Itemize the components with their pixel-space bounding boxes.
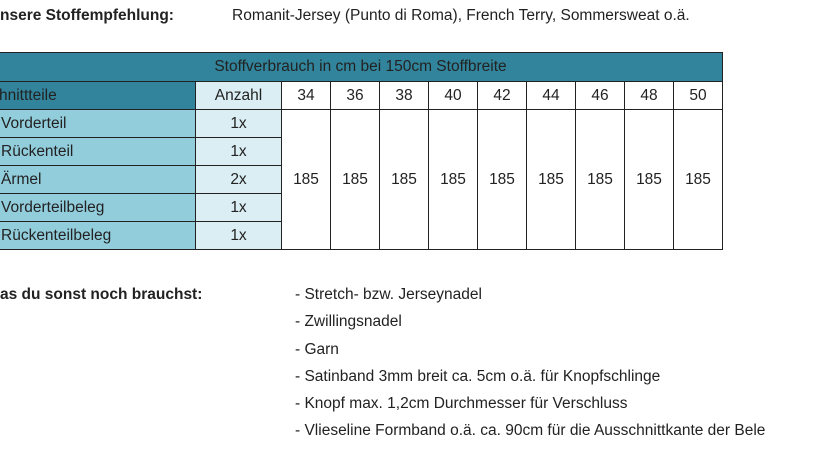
consumption-value: 185 — [428, 109, 478, 250]
table-row: Vorderteilbeleg 1x — [0, 193, 723, 222]
list-item: - Knopf max. 1,2cm Durchmesser für Versc… — [295, 395, 628, 413]
table-row: Ärmel 2x — [0, 165, 723, 194]
supplies-label: as du sonst noch brauchst: — [0, 286, 203, 303]
consumption-value: 185 — [526, 109, 576, 250]
list-item: - Stretch- bzw. Jerseynadel — [295, 286, 482, 303]
table-title: Stoffverbrauch in cm bei 150cm Stoffbrei… — [0, 52, 723, 82]
header-size: 46 — [575, 81, 625, 110]
part-name: Rückenteil — [0, 137, 196, 166]
table-row: Rückenteilbeleg 1x — [0, 221, 723, 250]
part-name: Vorderteilbeleg — [0, 193, 196, 222]
header-size: 44 — [526, 81, 576, 110]
consumption-value: 185 — [477, 109, 527, 250]
part-count: 1x — [195, 109, 282, 138]
header-count: Anzahl — [195, 81, 282, 110]
consumption-value: 185 — [330, 109, 380, 250]
part-name: Ärmel — [0, 165, 196, 194]
part-count: 2x — [195, 165, 282, 194]
list-item: - Garn — [295, 340, 339, 358]
part-count: 1x — [195, 221, 282, 250]
table-row: Vorderteil 1x 185 185 185 185 185 185 18… — [0, 109, 723, 250]
table-title-row: Stoffverbrauch in cm bei 150cm Stoffbrei… — [0, 52, 723, 82]
header-size: 34 — [281, 81, 331, 110]
header-size: 50 — [673, 81, 723, 110]
header-size: 38 — [379, 81, 429, 110]
list-item: - Satinband 3mm breit ca. 5cm o.ä. für K… — [295, 367, 661, 385]
consumption-value: 185 — [281, 109, 331, 250]
header-size: 42 — [477, 81, 527, 110]
list-item: - Vlieseline Formband o.ä. ca. 90cm für … — [295, 422, 766, 440]
part-count: 1x — [195, 193, 282, 222]
part-count: 1x — [195, 137, 282, 166]
consumption-value: 185 — [379, 109, 429, 250]
part-name: Vorderteil — [0, 109, 196, 138]
table-header-row: hnittteile Anzahl 34 36 38 40 42 44 46 4… — [0, 81, 723, 110]
header-size: 36 — [330, 81, 380, 110]
consumption-value: 185 — [673, 109, 723, 250]
part-name: Rückenteilbeleg — [0, 221, 196, 250]
list-item: - Zwillingsnadel — [295, 313, 402, 331]
fabric-recommendation-label: nsere Stoffempfehlung: — [0, 7, 174, 24]
consumption-value: 185 — [575, 109, 625, 250]
supplies-list: - Stretch- bzw. Jerseynadel - Zwillingsn… — [295, 286, 765, 450]
header-parts: hnittteile — [0, 81, 196, 110]
header-size: 48 — [624, 81, 674, 110]
consumption-value: 185 — [624, 109, 674, 250]
fabric-consumption-table: Stoffverbrauch in cm bei 150cm Stoffbrei… — [0, 52, 723, 250]
header-size: 40 — [428, 81, 478, 110]
fabric-recommendation-value: Romanit-Jersey (Punto di Roma), French T… — [232, 7, 690, 24]
